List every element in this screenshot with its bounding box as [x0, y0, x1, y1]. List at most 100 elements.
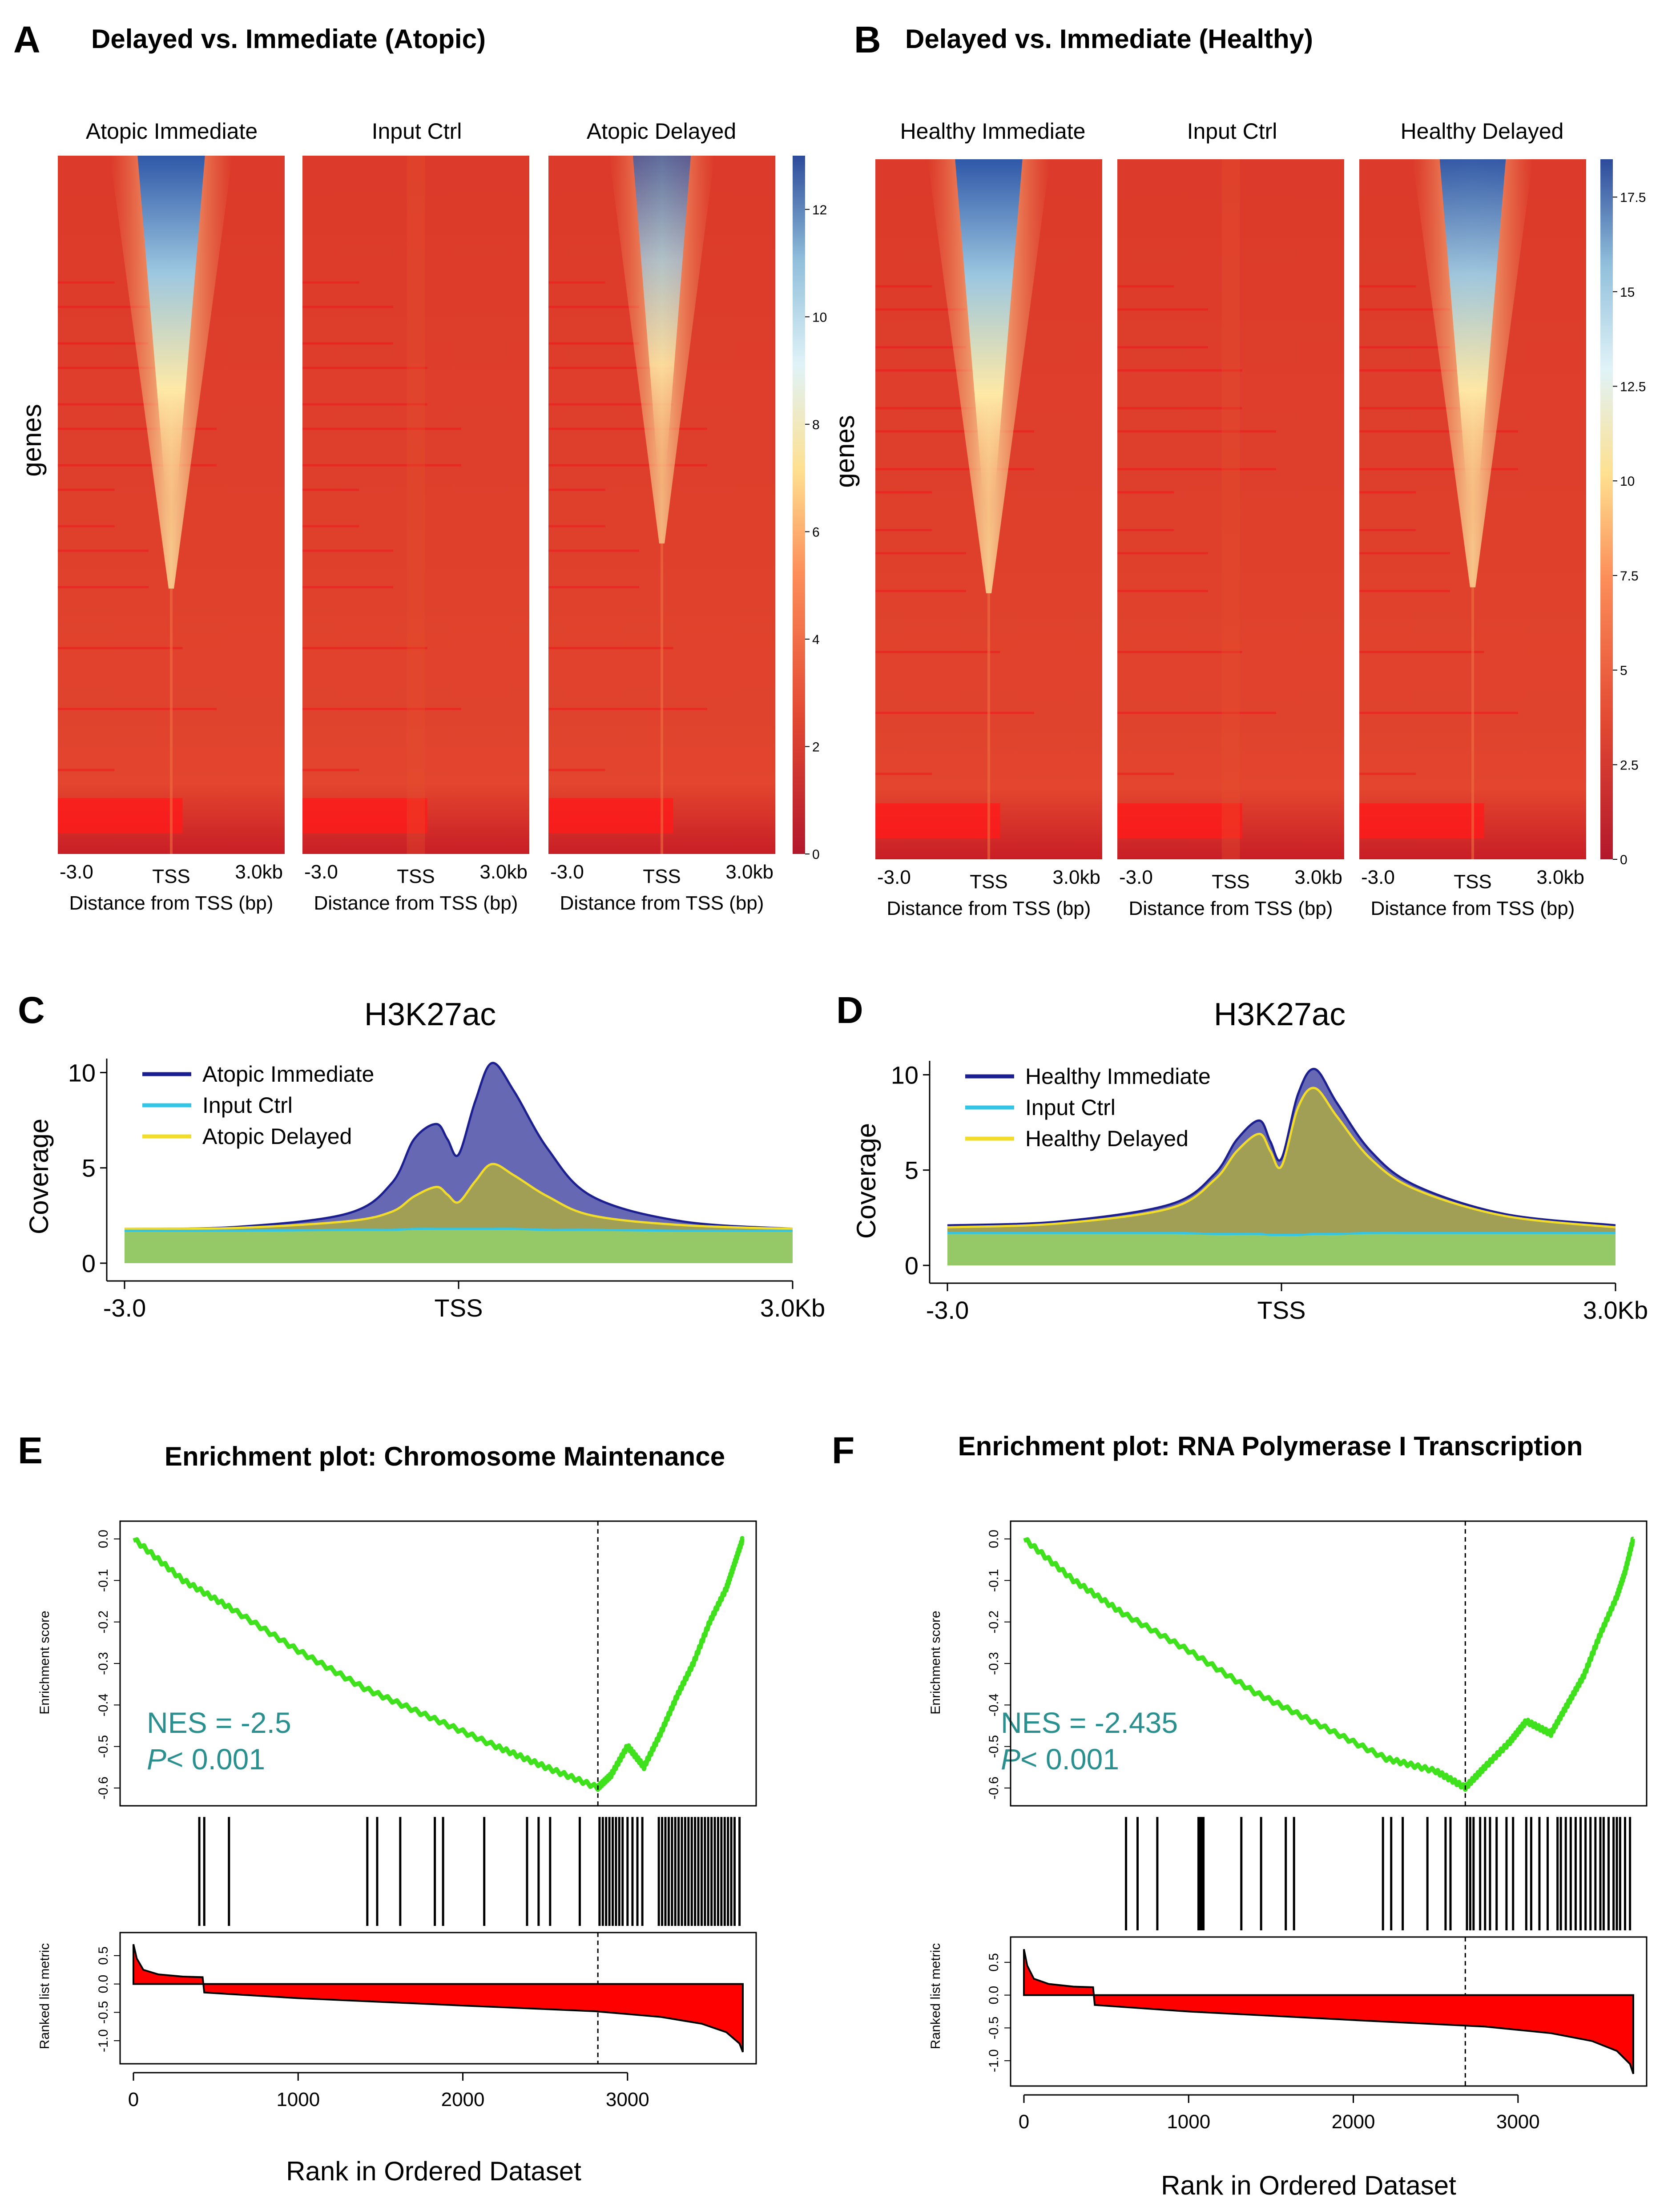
x-axis-label: Distance from TSS (bp)	[69, 892, 274, 914]
heatmap-bottom-band	[302, 798, 427, 833]
heatmap-stripe	[1359, 407, 1484, 410]
heatmap-stripe	[302, 647, 427, 649]
panel-a-ylabel: genes	[17, 404, 47, 476]
colorbar-tick-label: 4	[812, 632, 820, 647]
heatmap-stripe	[58, 488, 115, 491]
heatmap-bottom-band	[875, 803, 1000, 838]
heatmap-stripe	[548, 647, 673, 649]
x-tick-label: 0	[1019, 2111, 1029, 2133]
colorbar-tick-label: 10	[1620, 474, 1635, 489]
heatmap-stripe	[302, 342, 393, 345]
colorbar-tick-label: 12	[812, 203, 827, 217]
heatmap-3: -3.0 TSS 3.0kb Distance from TSS (bp)	[548, 156, 775, 914]
heatmap-stripe	[875, 590, 966, 592]
panel-e-gsea-plot: 0.0 -0.1 -0.2 -0.3 -0.4 -0.5 -0.6 0.5 0.0 -0.5 -1.…	[96, 1520, 757, 2110]
enrichment-score-line	[1023, 1536, 1635, 1792]
es-y-tick-label: -0.2	[96, 1611, 111, 1634]
heatmap-stripe	[58, 549, 149, 552]
heatmap-stripe	[1117, 491, 1174, 494]
es-y-tick-label: -0.3	[987, 1652, 1001, 1675]
panel-f-pvalue: P< 0.001	[1001, 1743, 1119, 1776]
heatmap-stripe	[302, 427, 461, 430]
x-tick-label: 3.0kb	[1294, 866, 1342, 888]
heatmap-stripe	[1117, 651, 1242, 653]
heatmap-stripe	[875, 285, 932, 288]
heatmap-1: -3.0 TSS 3.0kb Distance from TSS (bp)	[58, 156, 285, 914]
heatmap-stripe	[58, 464, 217, 467]
series-area-delayed	[947, 1087, 1616, 1265]
colorbar-tick-label: 17.5	[1620, 190, 1646, 205]
heatmap-stripe	[875, 468, 1034, 471]
heatmap-stripe	[1359, 308, 1450, 311]
panel-a-heatmap-3-title: Atopic Delayed	[587, 119, 736, 144]
heatmap-stripe	[548, 464, 707, 467]
heatmap-stripe	[1117, 712, 1276, 714]
colorbar-gradient	[1600, 159, 1613, 859]
colorbar-tick-label: 8	[812, 418, 820, 432]
panel-b-heatmaps: -3.0 TSS 3.0kb Distance from TSS (bp) -3.0 TS…	[875, 159, 1586, 919]
heatmap-stripe	[58, 769, 115, 771]
x-tick-label: -3.0	[103, 1294, 146, 1322]
heatmap-stripe	[302, 586, 393, 588]
metric-y-tick-label: 0.5	[96, 1946, 111, 1965]
panel-f-label: F	[832, 1430, 854, 1471]
tss-trace	[661, 543, 663, 854]
metric-y-tick-label: -0.5	[96, 2001, 111, 2024]
x-tick-label: 3000	[606, 2089, 649, 2110]
colorbar-tick-label: 0	[812, 847, 820, 862]
panel-e-pvalue: P< 0.001	[147, 1743, 265, 1776]
panel-b-heatmap-1-title: Healthy Immediate	[900, 119, 1086, 144]
heatmap-stripe	[548, 586, 639, 588]
heatmap-stripe	[548, 488, 605, 491]
panel-b-heatmap-2-title: Input Ctrl	[1187, 119, 1277, 144]
colorbar-tick-label: 2	[812, 740, 820, 754]
signal-cone-core	[137, 156, 205, 546]
panel-f-nes: NES = -2.435	[1001, 1706, 1178, 1739]
colorbar-tick-label: 12.5	[1620, 379, 1646, 394]
heatmap-1: -3.0 TSS 3.0kb Distance from TSS (bp)	[875, 159, 1102, 919]
heatmap-stripe	[1359, 590, 1450, 592]
panel-f-gsea-plot: 0.0 -0.1 -0.2 -0.3 -0.4 -0.5 -0.6 0.5 0.0 -0.5 -1.…	[987, 1520, 1648, 2133]
panel-e-label: E	[18, 1430, 43, 1471]
colorbar-tick-label: 7.5	[1620, 569, 1639, 584]
heatmap-stripe	[1117, 430, 1276, 433]
panel-b-heatmap-3-title: Healthy Delayed	[1401, 119, 1564, 144]
heatmap-stripe	[548, 281, 605, 284]
es-y-tick-label: -0.1	[987, 1569, 1001, 1592]
heatmap-stripe	[1117, 308, 1208, 311]
heatmap-stripe	[875, 369, 1000, 372]
es-y-tick-label: -0.4	[987, 1693, 1001, 1716]
heatmap-2: -3.0 TSS 3.0kb Distance from TSS (bp)	[302, 156, 529, 914]
heatmap-stripe	[1117, 590, 1208, 592]
x-tick-label: -3.0	[926, 1296, 969, 1324]
colorbar-tick-label: 5	[1620, 664, 1628, 678]
panel-e-title: Enrichment plot: Chromosome Maintenance	[165, 1442, 725, 1471]
series-line-delayed	[947, 1087, 1616, 1228]
panel-b-label: B	[854, 19, 881, 60]
heatmap-stripe	[1359, 529, 1416, 532]
heatmap-bottom-band	[548, 798, 673, 833]
x-tick-label: -3.0	[60, 861, 93, 883]
heatmap-stripe	[302, 403, 427, 406]
panel-e-nes: NES = -2.5	[147, 1706, 291, 1739]
panel-d-coverage-plot: 0 5 10 -3.0 TSS 3.0Kb Healthy Immediate Input C…	[891, 1061, 1648, 1324]
panel-c-ylabel: Coverage	[24, 1119, 54, 1234]
x-axis-label: Distance from TSS (bp)	[314, 892, 518, 914]
x-axis-label: Distance from TSS (bp)	[1371, 898, 1575, 919]
heatmap-stripe	[1359, 712, 1518, 714]
heatmap-stripe	[1359, 651, 1484, 653]
heatmap-background	[1117, 159, 1344, 859]
y-tick-label: 0	[905, 1252, 919, 1280]
heatmap-stripe	[548, 306, 639, 308]
heatmap-stripe	[875, 651, 1000, 653]
panel-a-heatmap-1-title: Atopic Immediate	[86, 119, 258, 144]
x-tick-label: TSS	[152, 866, 190, 887]
heatmap-bottom-band	[1359, 803, 1484, 838]
x-tick-label: TSS	[397, 866, 435, 887]
heatmap-stripe	[548, 525, 605, 528]
ranked-metric-area	[1023, 1949, 1634, 2074]
heatmap-stripe	[58, 366, 183, 369]
panel-c-title: H3K27ac	[364, 997, 496, 1032]
series-area-input	[947, 1232, 1616, 1265]
x-tick-label: -3.0	[550, 861, 584, 883]
